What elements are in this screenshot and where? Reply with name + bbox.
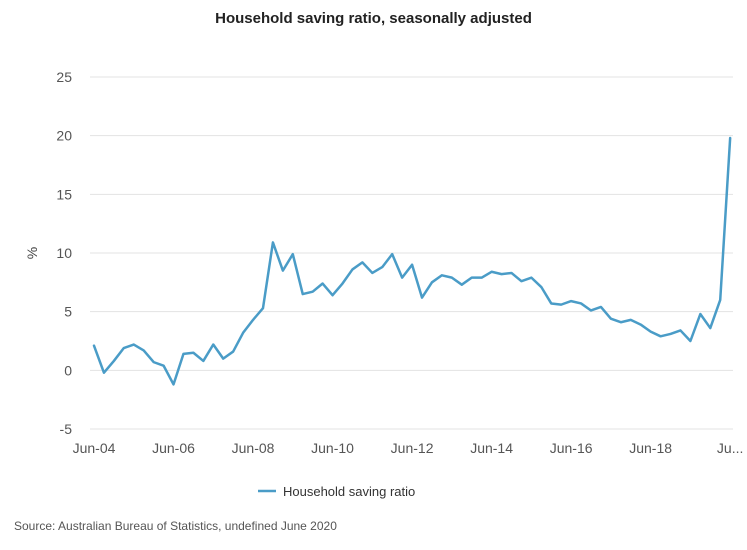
data-point <box>242 332 244 334</box>
data-point <box>351 268 353 270</box>
data-point <box>530 276 532 278</box>
data-point <box>371 272 373 274</box>
legend-label: Household saving ratio <box>283 484 415 499</box>
data-point <box>441 274 443 276</box>
data-point <box>649 330 651 332</box>
data-point <box>490 271 492 273</box>
data-point <box>411 264 413 266</box>
data-point <box>580 302 582 304</box>
data-point <box>729 137 731 139</box>
data-point <box>679 329 681 331</box>
data-point <box>361 261 363 263</box>
data-point <box>550 302 552 304</box>
data-point <box>630 319 632 321</box>
data-point <box>222 357 224 359</box>
x-tick-label: Ju... <box>717 440 743 456</box>
y-tick-label: 10 <box>56 245 72 261</box>
data-point <box>540 286 542 288</box>
y-tick-label: 20 <box>56 128 72 144</box>
x-tick-label: Jun-08 <box>232 440 275 456</box>
y-tick-label: 5 <box>64 304 72 320</box>
data-point <box>143 349 145 351</box>
data-point <box>252 319 254 321</box>
gridlines <box>90 76 733 430</box>
x-tick-label: Jun-18 <box>629 440 672 456</box>
data-point <box>262 307 264 309</box>
data-point <box>570 300 572 302</box>
data-point <box>292 253 294 255</box>
data-point <box>381 266 383 268</box>
y-tick-label: 15 <box>56 186 72 202</box>
data-point <box>182 353 184 355</box>
data-point <box>471 276 473 278</box>
data-point <box>669 333 671 335</box>
chart-title: Household saving ratio, seasonally adjus… <box>215 10 532 27</box>
data-point <box>719 299 721 301</box>
data-point <box>421 296 423 298</box>
data-point <box>341 282 343 284</box>
series-line <box>92 136 732 386</box>
data-point <box>331 294 333 296</box>
data-point <box>212 343 214 345</box>
y-tick-label: 25 <box>56 69 72 85</box>
data-point <box>162 364 164 366</box>
data-point <box>133 343 135 345</box>
data-point <box>123 347 125 349</box>
data-point <box>401 276 403 278</box>
x-tick-label: Jun-10 <box>311 440 354 456</box>
data-point <box>480 276 482 278</box>
data-point <box>461 283 463 285</box>
data-point <box>113 360 115 362</box>
data-point <box>431 281 433 283</box>
data-point <box>659 335 661 337</box>
data-point <box>311 291 313 293</box>
series-group <box>92 136 732 386</box>
data-point <box>689 340 691 342</box>
data-point <box>391 253 393 255</box>
x-tick-label: Jun-16 <box>550 440 593 456</box>
data-point <box>192 352 194 354</box>
data-point <box>202 360 204 362</box>
data-point <box>232 350 234 352</box>
data-point <box>451 276 453 278</box>
data-point <box>520 280 522 282</box>
data-point <box>560 303 562 305</box>
legend: Household saving ratio <box>258 484 415 499</box>
data-point <box>610 318 612 320</box>
data-point <box>321 282 323 284</box>
x-axis-ticks: Jun-04 Jun-06 Jun-08 Jun-10 Jun-12 Jun-14 Jun-… <box>73 440 744 456</box>
data-point <box>600 306 602 308</box>
y-axis-ticks: -5 0 5 10 15 20 25 <box>56 69 72 437</box>
x-tick-label: Jun-14 <box>470 440 513 456</box>
data-point <box>172 383 174 385</box>
y-tick-label: -5 <box>60 421 73 437</box>
data-point <box>699 313 701 315</box>
data-point <box>272 241 274 243</box>
data-point <box>640 323 642 325</box>
source-note: Source: Australian Bureau of Statistics,… <box>14 519 337 533</box>
data-point <box>302 293 304 295</box>
x-tick-label: Jun-12 <box>391 440 434 456</box>
data-point <box>620 321 622 323</box>
x-tick-label: Jun-06 <box>152 440 195 456</box>
data-point <box>500 273 502 275</box>
y-axis-label: % <box>24 247 40 259</box>
data-point <box>709 327 711 329</box>
data-point <box>590 309 592 311</box>
x-tick-label: Jun-04 <box>73 440 116 456</box>
data-point <box>103 371 105 373</box>
y-tick-label: 0 <box>64 362 72 378</box>
data-point <box>510 272 512 274</box>
data-point <box>152 361 154 363</box>
data-point <box>93 344 95 346</box>
data-point <box>282 269 284 271</box>
